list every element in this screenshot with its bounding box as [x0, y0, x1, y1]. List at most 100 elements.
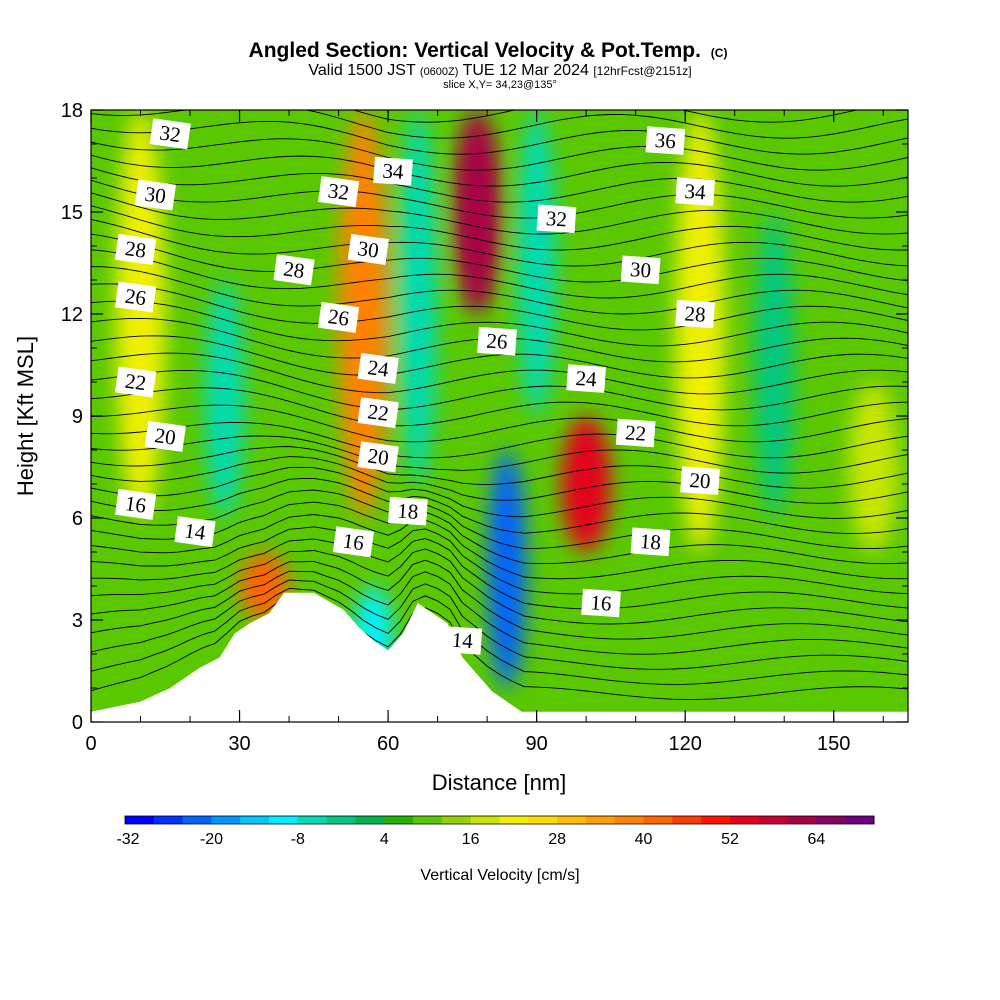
- contour-label-2: 28: [114, 233, 157, 265]
- colorbar-swatch: [758, 816, 789, 824]
- theta-line-21: [91, 335, 908, 379]
- theta-line-2: [91, 579, 908, 670]
- x-axis: 0 30 60 90 120 150: [85, 110, 884, 755]
- svg-text:14: 14: [451, 628, 474, 653]
- colorbar-swatch: [269, 816, 299, 824]
- svg-text:20: 20: [366, 443, 390, 470]
- title-tag: (C): [711, 46, 728, 60]
- contour-label-29: 16: [581, 588, 621, 618]
- y-tick-label: 6: [72, 508, 83, 530]
- x-tick-label: 60: [377, 733, 399, 755]
- svg-text:18: 18: [397, 498, 420, 523]
- svg-text:16: 16: [590, 590, 613, 615]
- contour-label-7: 14: [174, 516, 216, 548]
- colorbar-tick-label: 64: [807, 831, 825, 848]
- colorbar-tick-label: -8: [291, 831, 305, 848]
- contour-label-8: 28: [273, 254, 315, 286]
- theta-line-10: [91, 489, 908, 550]
- theta-line-25: [91, 266, 908, 315]
- colorbar-tick-label: -20: [200, 831, 223, 848]
- svg-text:26: 26: [327, 304, 351, 331]
- theta-line-30: [91, 192, 908, 235]
- x-tick-label: 90: [526, 733, 548, 755]
- theta-line-37: [352, 110, 859, 123]
- contour-label-14: 22: [357, 397, 399, 429]
- svg-text:22: 22: [366, 399, 390, 426]
- theta-line-32: [91, 167, 908, 203]
- x-tick-label: 150: [817, 733, 850, 755]
- colorbar-tick-label: 52: [721, 831, 739, 848]
- theta-line-16: [91, 421, 908, 459]
- svg-text:28: 28: [282, 256, 306, 283]
- theta-line-15: [91, 435, 908, 474]
- x-tick-label: 120: [668, 733, 701, 755]
- theta-line-33: [91, 154, 908, 187]
- theta-line-8: [91, 514, 908, 580]
- contour-label-21: 32: [536, 204, 577, 234]
- theta-line-13: [91, 456, 908, 504]
- theta-line-0: [91, 595, 908, 700]
- svg-text:24: 24: [366, 355, 391, 382]
- contour-labels: 3230282622201614283230263424222018161436…: [114, 118, 720, 655]
- x-tick-label: 0: [85, 733, 96, 755]
- colorbar-swatch: [240, 816, 270, 824]
- x-axis-label: Distance [nm]: [432, 770, 567, 795]
- contour-label-5: 20: [144, 420, 186, 452]
- theta-line-34: [91, 138, 908, 171]
- contour-label-24: 26: [477, 326, 517, 356]
- contour-label-1: 30: [134, 179, 176, 211]
- y-axis-label: Height [Kft MSL]: [13, 336, 38, 496]
- updraft-6: [848, 382, 899, 552]
- colorbar-swatch: [153, 816, 184, 824]
- theta-line-1: [91, 587, 908, 685]
- colorbar-swatch: [441, 816, 472, 824]
- contour-label-27: 20: [680, 466, 720, 495]
- y-tick-label: 3: [72, 610, 83, 632]
- colorbar-swatch: [470, 816, 500, 824]
- colorbar-tick-label: 40: [635, 831, 653, 848]
- theta-line-12: [91, 466, 908, 519]
- downdraft-10: [204, 280, 245, 518]
- colorbar-swatch: [585, 816, 616, 824]
- svg-text:32: 32: [158, 120, 182, 147]
- colorbar-label: Vertical Velocity [cm/s]: [420, 867, 579, 884]
- theta-line-24: [91, 283, 908, 331]
- y-tick-label: 0: [72, 712, 83, 734]
- updraft-5: [675, 110, 725, 552]
- colorbar-swatch: [787, 816, 817, 824]
- colorbar-swatch: [557, 816, 587, 824]
- svg-text:32: 32: [545, 206, 568, 231]
- svg-text:36: 36: [654, 128, 677, 153]
- contour-label-13: 24: [357, 352, 399, 384]
- theta-line-3: [91, 570, 908, 655]
- svg-text:26: 26: [123, 284, 147, 311]
- theta-line-20: [91, 352, 908, 395]
- theta-line-7: [91, 526, 908, 595]
- contour-label-16: 18: [388, 496, 428, 526]
- colorbar-swatch: [326, 816, 356, 824]
- theta-line-23: [91, 300, 908, 347]
- contour-label-15: 20: [357, 441, 399, 473]
- chart-title: Angled Section: Vertical Velocity & Pot.…: [249, 39, 728, 62]
- colorbar-tick-label: 16: [462, 831, 480, 848]
- fcst-tag: [12hrFcst@2151z]: [593, 64, 691, 78]
- y-tick-label: 12: [61, 304, 83, 326]
- svg-text:34: 34: [382, 158, 405, 183]
- y-tick-label: 18: [61, 100, 83, 122]
- theta-line-5: [91, 548, 908, 625]
- colorbar-swatch: [182, 816, 212, 824]
- colorbar-swatch: [845, 816, 875, 824]
- svg-text:34: 34: [684, 179, 707, 204]
- svg-text:30: 30: [356, 236, 380, 263]
- svg-text:22: 22: [123, 369, 147, 396]
- svg-text:18: 18: [639, 529, 662, 554]
- colorbar-tick-label: -32: [116, 831, 139, 848]
- terrain: [91, 592, 908, 722]
- contour-label-3: 26: [114, 281, 157, 313]
- svg-text:22: 22: [624, 420, 647, 445]
- y-tick-label: 15: [61, 202, 83, 224]
- contour-label-10: 30: [347, 233, 389, 265]
- theta-line-27: [91, 233, 908, 283]
- colorbar-tick-label: 28: [548, 831, 566, 848]
- utc-tag: (0600Z): [420, 66, 459, 78]
